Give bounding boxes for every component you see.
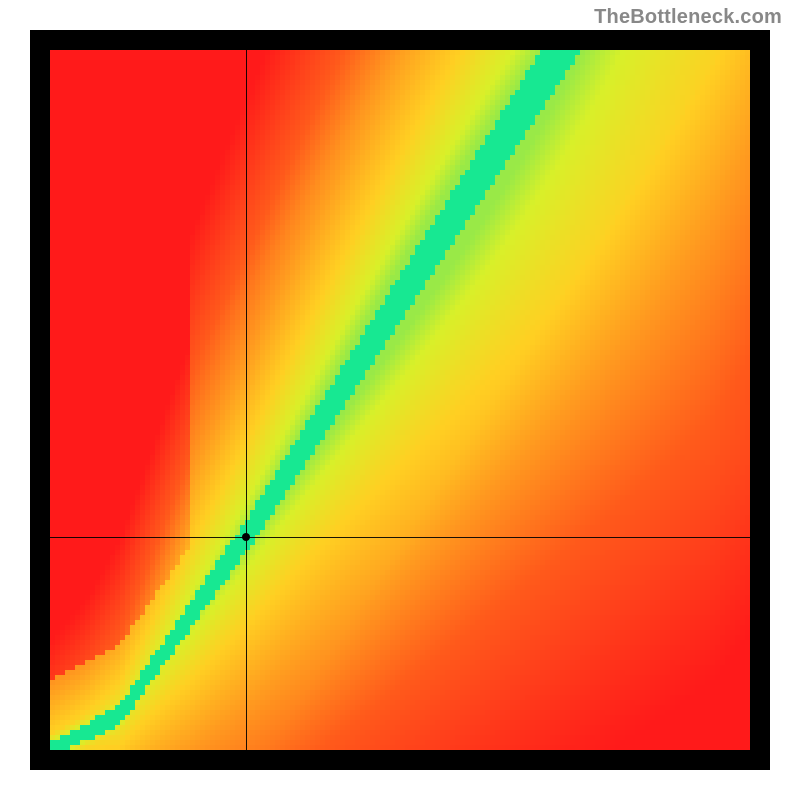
plot-area [50,50,750,750]
heatmap-canvas [50,50,750,750]
operating-point-marker [242,533,250,541]
crosshair-vertical [246,50,247,750]
chart-container: TheBottleneck.com [0,0,800,800]
attribution-label: TheBottleneck.com [594,6,782,29]
crosshair-horizontal [50,537,750,538]
plot-frame [30,30,770,770]
